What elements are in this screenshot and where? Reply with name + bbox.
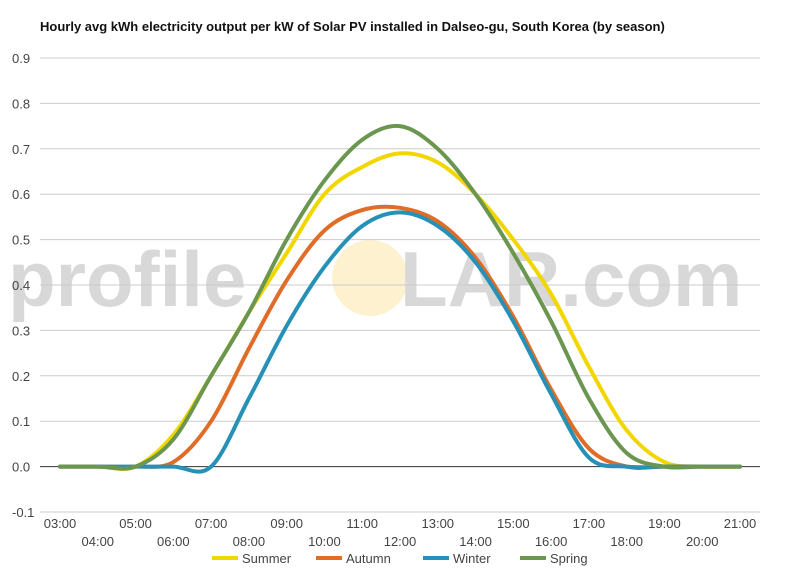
x-tick-label: 13:00 [422,516,455,531]
x-tick-label: 16:00 [535,534,568,549]
x-tick-label: 11:00 [346,516,378,531]
series-line-spring [58,123,742,471]
y-tick-label: 0.0 [12,460,30,475]
legend-label: Winter [453,551,491,566]
x-tick-label: 03:00 [44,516,77,531]
y-axis: 0.9 0.8 0.7 0.6 0.5 0.4 0.3 0.2 0.1 0.0 -0.1 [12,51,34,520]
x-tick-label: 06:00 [157,534,190,549]
y-tick-label: 0.7 [12,142,30,157]
x-tick-label: 19:00 [648,516,681,531]
legend-label: Summer [242,551,292,566]
x-axis: 03:00 04:00 05:00 06:00 07:00 08:00 09:00 10:00… [44,516,757,549]
y-tick-label: 0.1 [12,414,30,429]
legend[interactable]: Summer Autumn Winter Spring [212,551,588,566]
y-tick-label: 0.3 [12,323,30,338]
watermark-sun-icon [332,240,408,316]
y-tick-label: 0.8 [12,96,30,111]
legend-label: Autumn [346,551,391,566]
x-tick-label: 09:00 [270,516,303,531]
watermark-text-left: profile [8,235,246,323]
x-tick-label: 10:00 [308,534,341,549]
y-tick-label: 0.6 [12,187,30,202]
y-tick-label: 0.9 [12,51,30,66]
legend-item-winter[interactable]: Winter [423,551,491,566]
x-tick-label: 14:00 [459,534,492,549]
x-tick-label: 08:00 [233,534,266,549]
series-lines [58,123,742,474]
y-tick-label: -0.1 [12,505,34,520]
x-tick-label: 18:00 [610,534,643,549]
series-line-winter [58,210,742,474]
x-tick-label: 20:00 [686,534,719,549]
x-tick-label: 17:00 [573,516,606,531]
watermark: profile LAR.com [8,235,742,323]
legend-item-spring[interactable]: Spring [520,551,588,566]
x-tick-label: 15:00 [497,516,530,531]
x-tick-label: 21:00 [724,516,757,531]
chart-title: Hourly avg kWh electricity output per kW… [40,19,665,34]
x-tick-label: 04:00 [82,534,115,549]
legend-label: Spring [550,551,588,566]
y-tick-label: 0.5 [12,233,30,248]
legend-item-autumn[interactable]: Autumn [316,551,391,566]
y-tick-label: 0.4 [12,278,30,293]
x-tick-label: 05:00 [119,516,152,531]
series-line-summer [58,151,742,471]
y-tick-label: 0.2 [12,369,30,384]
gridlines [40,57,760,513]
x-tick-label: 07:00 [195,516,228,531]
x-tick-label: 12:00 [384,534,417,549]
watermark-text-right: LAR.com [400,235,742,323]
legend-item-summer[interactable]: Summer [212,551,292,566]
